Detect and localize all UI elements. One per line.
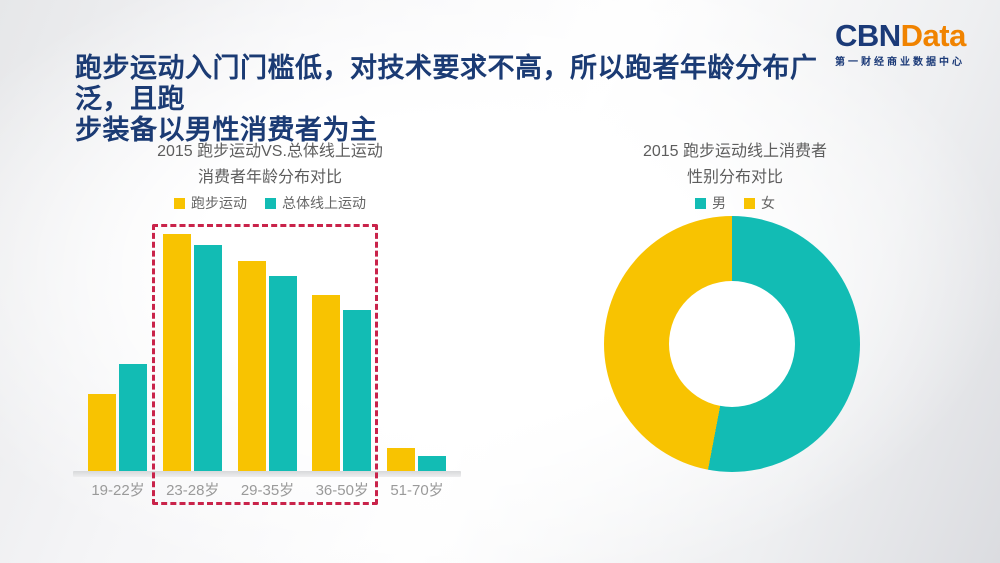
bar-group-29-35岁 (231, 226, 305, 471)
logo-part-data: Data (900, 18, 967, 53)
bar-总体线上运动-19-22岁 (119, 363, 147, 471)
logo-wordmark: CBNData (835, 20, 966, 51)
bar-总体线上运动-51-70岁 (418, 455, 446, 471)
x-axis-label-51-70岁: 51-70岁 (390, 482, 444, 499)
legend-label: 女 (761, 195, 775, 211)
legend-swatch (265, 197, 276, 209)
cbndata-logo: CBNData 第一财经商业数据中心 (835, 20, 966, 68)
donut-chart (604, 216, 860, 472)
bar-chart-title-line1: 2015 跑步运动VS.总体线上运动 (157, 143, 383, 160)
legend-item-男: 男 (695, 193, 726, 213)
x-axis-line (73, 471, 461, 477)
bar-group-19-22岁 (81, 226, 155, 471)
donut-chart-title-line2: 性别分布对比 (686, 169, 783, 186)
page-title: 跑步运动入门门槛低，对技术要求不高，所以跑者年龄分布广泛，且跑 步装备以男性消费… (75, 53, 865, 146)
bar-总体线上运动-29-35岁 (268, 275, 297, 471)
legend-label: 男 (712, 195, 726, 211)
bar-group-36-50岁 (305, 226, 379, 471)
bar-跑步运动-51-70岁 (387, 448, 415, 471)
donut-legend: 男女 (582, 193, 888, 213)
donut-chart-title-line1: 2015 跑步运动线上消费者 (642, 143, 828, 160)
logo-part-cbn: CBN (835, 18, 901, 53)
logo-subtitle: 第一财经商业数据中心 (835, 57, 965, 68)
bar-跑步运动-23-28岁 (162, 233, 191, 471)
donut-chart-title: 2015 跑步运动线上消费者 性别分布对比 (582, 139, 888, 191)
x-axis-label-29-35岁: 29-35岁 (240, 482, 295, 499)
page-title-line1: 跑步运动入门门槛低，对技术要求不高，所以跑者年龄分布广泛，且跑 (75, 53, 818, 114)
bar-plot (75, 226, 460, 471)
bar-总体线上运动-23-28岁 (193, 245, 222, 471)
x-axis-label-23-28岁: 23-28岁 (166, 482, 220, 499)
donut-hole (669, 281, 795, 407)
bar-总体线上运动-36-50岁 (343, 310, 372, 471)
bar-跑步运动-36-50岁 (312, 294, 341, 471)
legend-swatch (174, 197, 185, 209)
bar-chart-title: 2015 跑步运动VS.总体线上运动 消费者年龄分布对比 (75, 139, 465, 191)
legend-label: 总体线上运动 (282, 195, 366, 211)
legend-label: 跑步运动 (191, 195, 247, 211)
x-axis-label-19-22岁: 19-22岁 (91, 482, 145, 499)
bar-group-51-70岁 (380, 226, 454, 471)
bar-group-23-28岁 (156, 226, 230, 471)
legend-item-跑步运动: 跑步运动 (174, 193, 247, 213)
legend-item-总体线上运动: 总体线上运动 (265, 193, 366, 213)
bar-跑步运动-29-35岁 (237, 260, 266, 471)
bar-x-labels: 19-22岁 23-28岁 29-35岁 36-50岁 51-70岁 (75, 479, 460, 499)
legend-swatch (695, 197, 706, 209)
bar-跑步运动-19-22岁 (88, 394, 116, 471)
page-title-line2: 步装备以男性消费者为主 (75, 115, 378, 145)
bar-legend: 跑步运动 总体线上运动 (75, 193, 465, 213)
legend-swatch (744, 197, 755, 209)
x-axis-label-36-50岁: 36-50岁 (315, 482, 369, 499)
bar-chart-title-line2: 消费者年龄分布对比 (197, 169, 342, 186)
legend-item-女: 女 (744, 193, 775, 213)
